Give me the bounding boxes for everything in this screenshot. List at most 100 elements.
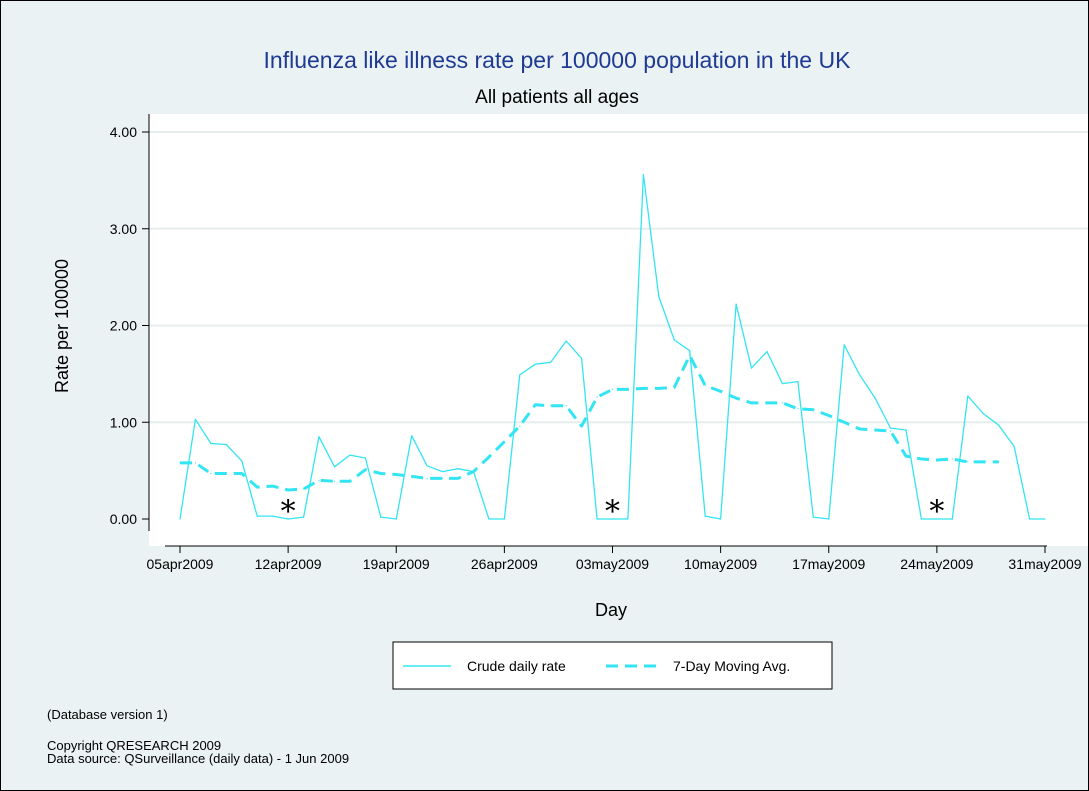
- database-version: (Database version 1): [47, 707, 168, 722]
- moving-avg-point: [642, 387, 645, 389]
- legend: Crude daily rate 7-Day Moving Avg.: [392, 641, 833, 690]
- crude-point: [982, 412, 984, 415]
- crude-point: [194, 418, 196, 420]
- moving-avg-point: [303, 488, 305, 490]
- moving-avg-point: [735, 397, 737, 399]
- crude-point: [210, 442, 212, 445]
- crude-point: [766, 351, 768, 353]
- series-group: [179, 173, 1046, 520]
- crude-point: [689, 350, 691, 352]
- crude-point: [658, 295, 660, 298]
- grid: [149, 131, 1088, 424]
- crude-point: [534, 363, 536, 365]
- x-tick-label: 26apr2009: [471, 556, 538, 572]
- y-tick-label: 2.00: [110, 318, 137, 334]
- crude-point: [411, 435, 413, 437]
- y-tick-label: 0.00: [110, 511, 137, 527]
- x-tick-label: 10may2009: [684, 556, 757, 572]
- moving-avg-point: [488, 456, 490, 458]
- moving-avg-point: [936, 459, 938, 461]
- moving-avg-point: [550, 405, 552, 407]
- crude-point: [859, 374, 861, 376]
- moving-avg-point: [519, 425, 521, 427]
- crude-point: [874, 397, 876, 399]
- moving-avg-point: [874, 429, 876, 431]
- moving-avg-point: [457, 477, 459, 479]
- crude-point: [627, 518, 629, 520]
- asterisk-marker: *: [281, 494, 296, 529]
- moving-avg-point: [750, 402, 753, 404]
- x-tick-label: 24may2009: [900, 556, 973, 572]
- crude-point: [735, 303, 737, 305]
- crude-point: [750, 367, 753, 369]
- moving-avg-point: [442, 477, 444, 479]
- x-ticks: 05apr2009 12apr2009 19apr2009 26apr2009 03ma…: [147, 546, 1082, 572]
- x-tick-label: 12apr2009: [255, 556, 322, 572]
- moving-avg-point: [627, 388, 629, 390]
- moving-avg-point: [272, 485, 274, 487]
- moving-avg-point: [859, 428, 861, 430]
- crude-point: [179, 518, 181, 520]
- moving-avg-point: [318, 479, 320, 481]
- asterisk-marker: *: [929, 494, 944, 529]
- crude-point: [349, 454, 351, 456]
- crude-point: [442, 471, 444, 473]
- moving-avg-point: [828, 414, 830, 417]
- crude-point: [967, 395, 969, 397]
- copyright: Copyright QRESEARCH 2009: [47, 738, 222, 753]
- moving-avg-point: [426, 477, 428, 479]
- moving-avg-point: [704, 384, 706, 387]
- moving-avg-point: [241, 472, 243, 475]
- crude-point: [905, 429, 907, 431]
- crude-point: [519, 374, 521, 376]
- crude-point: [889, 427, 892, 429]
- moving-avg-point: [673, 386, 675, 388]
- moving-avg-point: [411, 475, 413, 477]
- crude-point: [318, 436, 320, 438]
- crude-point: [797, 381, 799, 383]
- crude-point: [565, 340, 567, 342]
- moving-avg-point: [596, 396, 598, 398]
- x-tick-label: 17may2009: [792, 556, 865, 572]
- moving-avg-point: [781, 402, 784, 404]
- crude-point: [812, 516, 814, 518]
- moving-avg-point: [611, 388, 614, 390]
- crude-point: [843, 344, 845, 346]
- crude-point: [581, 357, 583, 359]
- crude-point: [488, 518, 490, 520]
- plot-area: [149, 114, 1088, 546]
- crude-point: [1013, 445, 1015, 447]
- crude-point: [1044, 518, 1046, 520]
- moving-avg-point: [766, 402, 768, 404]
- crude-point: [781, 383, 784, 385]
- crude-point: [241, 460, 243, 462]
- y-axis-label: Rate per 100000: [52, 259, 72, 393]
- moving-avg-point: [905, 455, 907, 457]
- crude-point: [364, 457, 366, 459]
- legend-label-moving-avg: 7-Day Moving Avg.: [673, 658, 790, 674]
- moving-avg-point: [380, 472, 382, 475]
- x-tick-label: 19apr2009: [363, 556, 430, 572]
- crude-point: [998, 424, 1000, 426]
- crude-point: [225, 443, 227, 446]
- moving-avg-point: [998, 461, 1000, 463]
- crude-point: [936, 518, 938, 520]
- y-tick-label: 4.00: [110, 124, 137, 140]
- moving-avg-point: [472, 471, 475, 473]
- chart-subtitle: All patients all ages: [475, 87, 639, 108]
- crude-point: [256, 515, 258, 517]
- x-axis-label: Day: [595, 600, 627, 620]
- y-tick-label: 3.00: [110, 221, 137, 237]
- crude-point: [673, 339, 675, 341]
- crude-point: [272, 515, 274, 517]
- moving-avg-point: [720, 390, 722, 392]
- crude-point: [550, 361, 552, 363]
- asterisk-marker: *: [605, 494, 620, 529]
- crude-point: [951, 518, 953, 520]
- x-tick-label: 05apr2009: [147, 556, 214, 572]
- crude-point: [720, 518, 722, 520]
- annotations: * * *: [281, 494, 945, 529]
- moving-avg-point: [982, 461, 984, 463]
- crude-point: [303, 516, 305, 518]
